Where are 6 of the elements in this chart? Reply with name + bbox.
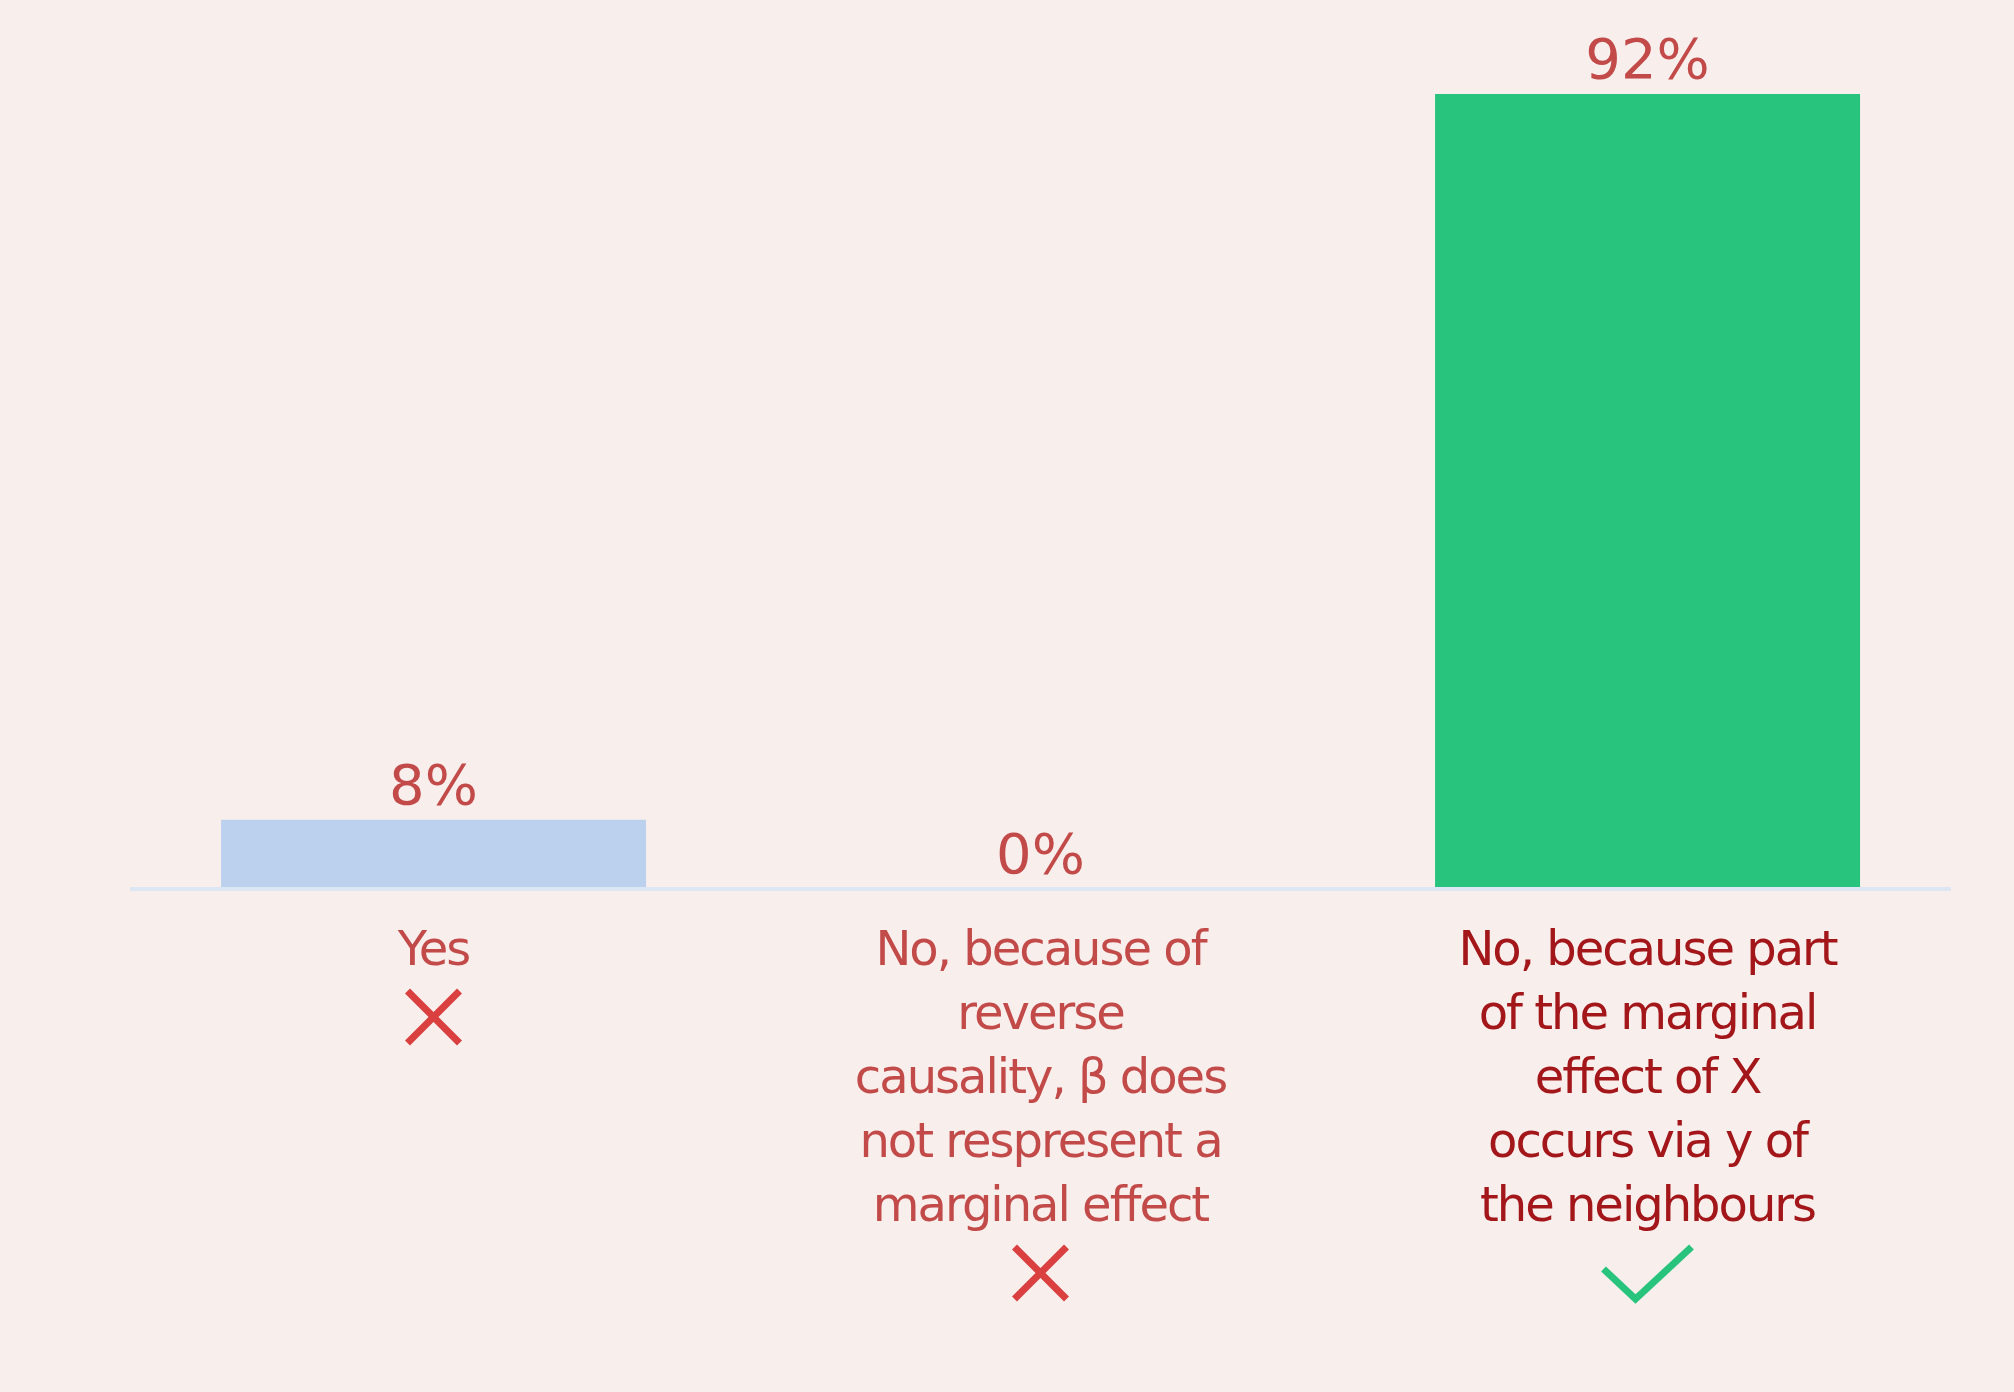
x-tick-label: No, because part of the marginal effect of X occurs via y of the neighbours — [1458, 920, 1838, 1232]
data-label: 8% — [389, 751, 478, 817]
x-tick-label: No, because of reverse causality, β does not respresent a marginal effect — [854, 920, 1227, 1232]
data-label: 0% — [996, 821, 1085, 886]
data-label: 92% — [1585, 26, 1710, 91]
x-tick-label: Yes — [396, 920, 470, 976]
